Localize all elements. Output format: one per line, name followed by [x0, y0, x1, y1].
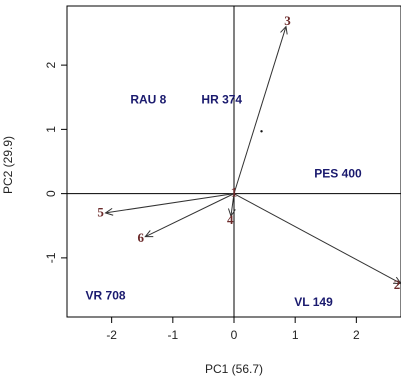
- arrowhead-4: [227, 208, 236, 218]
- reference-lines: [67, 6, 401, 317]
- observation-label: VR 708: [86, 289, 126, 303]
- x-axis-title: PC1 (56.7): [205, 362, 263, 376]
- observation-label: RAU 8: [130, 93, 166, 107]
- vector-arrow-3: [233, 26, 287, 194]
- y-tick-label: -1: [44, 252, 58, 263]
- y-tick-label: 0: [44, 190, 58, 197]
- vector-arrow-6: [145, 193, 235, 238]
- vector-arrow-2: [233, 193, 401, 285]
- vector-label-1: 1: [231, 185, 238, 200]
- vector-arrow-4: [230, 193, 235, 217]
- observation-label: HR 374: [201, 93, 242, 107]
- x-tick-label: -1: [167, 328, 178, 342]
- observation-labels: RAU 8 HR 374 PES 400 VR 708 VL 149: [86, 93, 362, 309]
- x-tick-label: 1: [292, 328, 299, 342]
- vector-label-6: 6: [138, 230, 145, 245]
- x-tick-label: 2: [353, 328, 360, 342]
- arrowhead-3: [280, 25, 288, 35]
- vector-label-4: 4: [227, 212, 234, 227]
- observation-point: [260, 130, 263, 133]
- vector-label-5: 5: [97, 205, 104, 220]
- observation-label: VL 149: [294, 295, 333, 309]
- arrowhead-6: [144, 230, 154, 238]
- observation-label: PES 400: [314, 167, 362, 181]
- y-axis-ticks: -1 0 1 2: [44, 61, 67, 263]
- x-tick-label: 0: [231, 328, 238, 342]
- vector-label-2: 2: [394, 277, 401, 292]
- x-tick-label: -2: [106, 328, 117, 342]
- x-axis-ticks: -2 -1 0 1 2: [106, 317, 360, 342]
- arrowhead-5: [104, 207, 114, 216]
- vector-arrow-5: [105, 193, 235, 214]
- arrowhead-2: [392, 276, 401, 285]
- vector-labels: 1 2 3 4 5 6: [97, 13, 400, 292]
- vector-label-3: 3: [284, 13, 291, 28]
- y-axis-title: PC2 (29.9): [1, 136, 15, 194]
- y-tick-label: 1: [44, 126, 58, 133]
- y-tick-label: 2: [44, 61, 58, 68]
- loading-vectors: [104, 25, 401, 285]
